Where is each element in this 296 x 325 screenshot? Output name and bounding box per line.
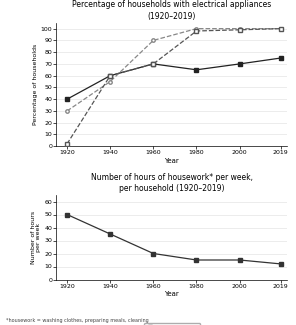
Y-axis label: Number of hours
per week: Number of hours per week <box>30 211 41 264</box>
Title: Number of hours of housework* per week,
per household (1920–2019): Number of hours of housework* per week, … <box>91 173 253 193</box>
Legend: Hours per week: Hours per week <box>144 323 200 325</box>
Y-axis label: Percentage of households: Percentage of households <box>33 44 38 125</box>
Title: Percentage of households with electrical appliances
(1920–2019): Percentage of households with electrical… <box>72 0 271 20</box>
X-axis label: Year: Year <box>164 292 179 297</box>
Legend: Washing machine, Refrigerator, Vacuum cleaner: Washing machine, Refrigerator, Vacuum cl… <box>98 196 246 205</box>
X-axis label: Year: Year <box>164 158 179 164</box>
Text: *housework = washing clothes, preparing meals, cleaning: *housework = washing clothes, preparing … <box>6 318 149 323</box>
